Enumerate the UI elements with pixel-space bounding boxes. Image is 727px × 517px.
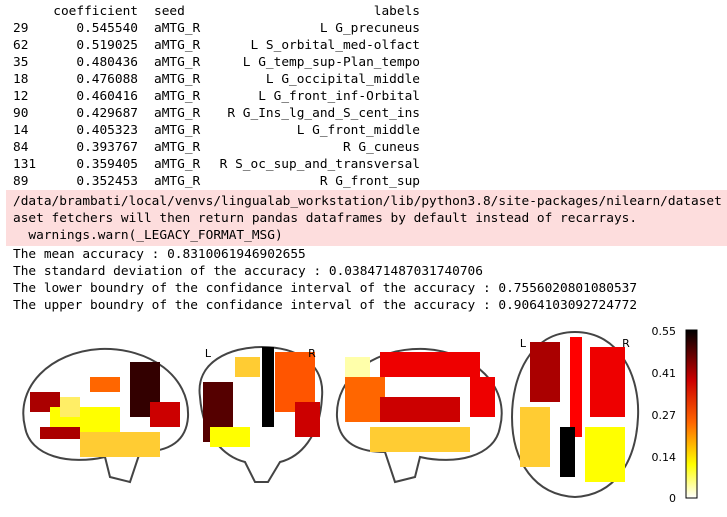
row-index: 89: [13, 174, 29, 189]
cell: 0.545540: [76, 21, 138, 36]
sagittal-left: [22, 347, 190, 484]
cell: aMTG_R: [154, 106, 201, 121]
warning-line: /data/brambati/local/venvs/lingualab_wor…: [13, 194, 722, 209]
colorbar-tick-label: 0.41: [652, 367, 677, 380]
warning-line: warnings.warn(_LEGACY_FORMAT_MSG): [13, 228, 283, 243]
orientation-label: R: [622, 337, 630, 350]
row-index: 131: [13, 157, 37, 172]
warning-line: aset fetchers will then return pandas da…: [13, 211, 638, 226]
cell: L G_temp_sup-Plan_tempo: [242, 55, 420, 70]
cell: 0.429687: [76, 106, 138, 121]
cell: 0.460416: [76, 89, 138, 104]
orientation-label: L: [205, 347, 212, 360]
cell: 0.359405: [76, 157, 138, 172]
cell: L G_precuneus: [319, 21, 420, 36]
row-index: 62: [13, 38, 29, 53]
cell: L G_front_middle: [296, 123, 420, 138]
column-header: coefficient: [53, 4, 138, 19]
column-header: labels: [373, 4, 420, 19]
cell: R G_front_sup: [319, 174, 420, 189]
cell: aMTG_R: [154, 174, 201, 189]
cell: R S_oc_sup_and_transversal: [219, 157, 420, 172]
colorbar-tick-label: 0.14: [652, 451, 677, 464]
cell: 0.352453: [76, 174, 138, 189]
coronal: [198, 345, 324, 483]
cell: 0.480436: [76, 55, 138, 70]
sagittal-right: [335, 347, 503, 484]
cell: R G_cuneus: [342, 140, 420, 155]
cell: aMTG_R: [154, 140, 201, 155]
cell: aMTG_R: [154, 38, 201, 53]
output-line: The upper boundry of the confidance inte…: [13, 298, 638, 313]
row-index: 35: [13, 55, 29, 70]
colorbar-tick-label: 0.27: [652, 409, 677, 422]
colorbar-tick-label: 0.55: [652, 325, 677, 338]
cell: aMTG_R: [154, 89, 201, 104]
cell: 0.393767: [76, 140, 138, 155]
brain-plot: L R L R 0.55 0.41 0.27 0.14 0: [22, 325, 698, 505]
colorbar-tick-label: 0: [669, 492, 676, 505]
cell: L S_orbital_med-olfact: [250, 38, 421, 53]
cell: aMTG_R: [154, 72, 201, 87]
row-index: 90: [13, 106, 29, 121]
warning-box: /data/brambati/local/venvs/lingualab_wor…: [6, 190, 727, 246]
axial: [510, 330, 640, 499]
output-line: The mean accuracy : 0.8310061946902655: [13, 247, 306, 262]
row-index: 29: [13, 21, 29, 36]
row-index: 14: [13, 123, 29, 138]
row-index: 12: [13, 89, 29, 104]
row-index: 84: [13, 140, 29, 155]
cell: aMTG_R: [154, 21, 201, 36]
orientation-label: L: [520, 337, 527, 350]
cell: aMTG_R: [154, 55, 201, 70]
cell: aMTG_R: [154, 123, 201, 138]
cell: 0.519025: [76, 38, 138, 53]
cell: L G_occipital_middle: [265, 72, 420, 87]
cell: L G_front_inf-Orbital: [258, 89, 420, 104]
row-index: 18: [13, 72, 29, 87]
colorbar: [685, 329, 698, 499]
cell: 0.405323: [76, 123, 138, 138]
output-line: The lower boundry of the confidance inte…: [13, 281, 638, 296]
column-header: seed: [154, 4, 185, 19]
cell: 0.476088: [76, 72, 138, 87]
cell: R G_Ins_lg_and_S_cent_ins: [227, 106, 420, 121]
output-line: The standard deviation of the accuracy :…: [13, 264, 483, 279]
cell: aMTG_R: [154, 157, 201, 172]
orientation-label: R: [308, 347, 316, 360]
